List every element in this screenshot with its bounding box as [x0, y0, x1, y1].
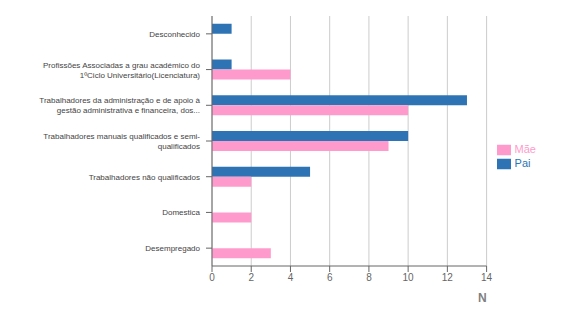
svg-text:Trabalhadores da administração: Trabalhadores da administração e de apoi…	[39, 96, 200, 115]
svg-text:14: 14	[481, 272, 493, 283]
svg-text:Trabalhadores manuais qualific: Trabalhadores manuais qualificados e sem…	[43, 132, 200, 151]
svg-text:Desconhecido: Desconhecido	[149, 29, 200, 38]
svg-text:2: 2	[248, 272, 254, 283]
svg-text:Desempregado: Desempregado	[145, 244, 200, 253]
svg-text:0: 0	[209, 272, 215, 283]
html-text:Mãe: Mãe	[514, 142, 536, 155]
svg-text:10: 10	[403, 272, 415, 283]
html-text:Pai: Pai	[514, 157, 531, 169]
svg-text:Profissões Associadas a grau a: Profissões Associadas a grau académico d…	[43, 60, 201, 79]
svg-text:Trabalhadores não qualificados: Trabalhadores não qualificados	[89, 172, 200, 181]
svg-text:4: 4	[288, 272, 294, 283]
svg-text:Domestica: Domestica	[162, 208, 200, 217]
svg-text:8: 8	[366, 272, 372, 283]
svg-text:N: N	[478, 291, 487, 305]
svg-text:6: 6	[327, 272, 333, 283]
svg-text:12: 12	[442, 272, 454, 283]
